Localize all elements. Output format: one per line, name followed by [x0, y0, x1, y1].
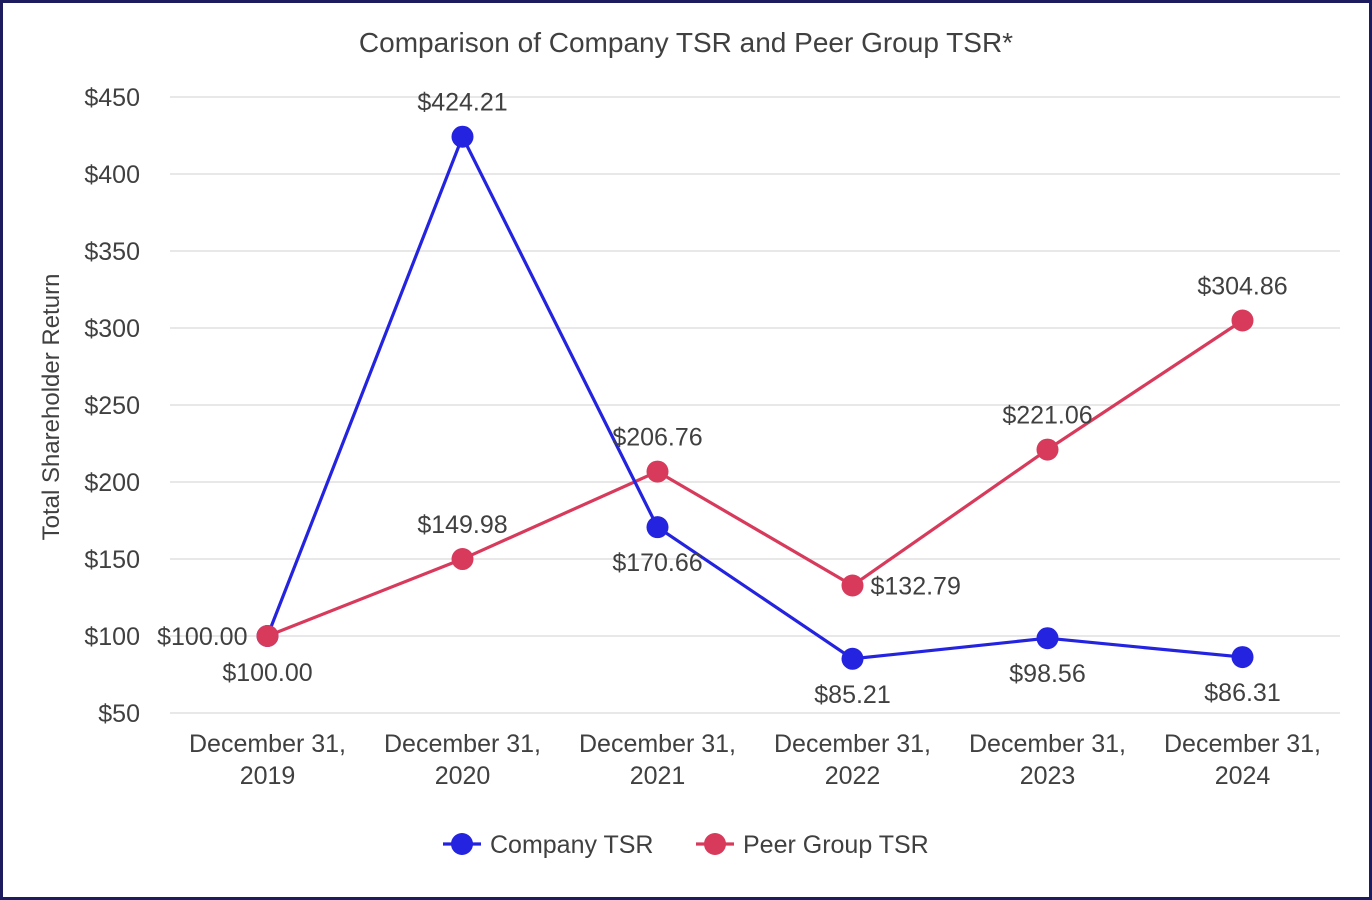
data-labels: $100.00 $424.21 $170.66 $85.21 $98.56 $86.31 $… — [157, 89, 1288, 709]
data-label-company-tsr: $85.21 — [814, 681, 890, 709]
data-point-company-tsr — [841, 647, 864, 670]
legend-swatch-marker-company-tsr — [451, 833, 473, 855]
y-axis-title: Total Shareholder Return — [38, 274, 65, 541]
y-tick-label: $250 — [84, 392, 140, 420]
y-axis-ticks: $50 $100 $150 $200 $250 $300 $350 $400 $450 — [84, 84, 140, 728]
data-point-peer-group-tsr — [256, 625, 279, 647]
data-label-company-tsr: $86.31 — [1204, 679, 1280, 707]
y-tick-label: $100 — [84, 623, 140, 651]
data-label-company-tsr: $170.66 — [612, 549, 702, 577]
x-category-label-line1: December 31, — [969, 730, 1126, 758]
data-label-peer-group-tsr: $221.06 — [1002, 402, 1092, 430]
data-point-peer-group-tsr — [1231, 309, 1254, 332]
data-label-company-tsr: $100.00 — [222, 659, 312, 687]
data-label-company-tsr: $424.21 — [417, 89, 507, 117]
legend-swatch-marker-peer-group-tsr — [704, 833, 726, 855]
data-point-peer-group-tsr — [1036, 438, 1059, 461]
data-point-peer-group-tsr — [451, 548, 474, 571]
y-tick-label: $450 — [84, 84, 140, 112]
data-label-peer-group-tsr: $132.79 — [871, 573, 961, 601]
x-category-label-line1: December 31, — [579, 730, 736, 758]
data-label-peer-group-tsr: $304.86 — [1197, 273, 1287, 301]
data-point-company-tsr — [646, 516, 669, 539]
y-tick-label: $50 — [98, 700, 140, 728]
series-line-peer-group-tsr — [266, 319, 1244, 638]
y-tick-label: $150 — [84, 546, 140, 574]
x-category-label-line1: December 31, — [384, 730, 541, 758]
x-category-label-line1: December 31, — [774, 730, 931, 758]
legend: Company TSR Peer Group TSR — [443, 831, 929, 859]
data-label-peer-group-tsr: $149.98 — [417, 511, 507, 539]
x-category-label-line2: 2024 — [1215, 762, 1271, 790]
legend-label-company-tsr: Company TSR — [490, 831, 654, 859]
data-label-peer-group-tsr: $206.76 — [612, 424, 702, 452]
data-point-company-tsr — [451, 125, 474, 148]
y-tick-label: $300 — [84, 315, 140, 343]
y-tick-label: $400 — [84, 161, 140, 189]
gridlines — [170, 96, 1340, 714]
data-label-company-tsr: $98.56 — [1009, 660, 1085, 688]
data-point-peer-group-tsr — [841, 574, 864, 597]
x-category-label-line1: December 31, — [189, 730, 346, 758]
x-category-label-line2: 2023 — [1020, 762, 1076, 790]
data-point-peer-group-tsr — [646, 460, 669, 483]
chart-title: Comparison of Company TSR and Peer Group… — [359, 27, 1013, 58]
legend-label-peer-group-tsr: Peer Group TSR — [743, 831, 929, 859]
y-tick-label: $200 — [84, 469, 140, 497]
x-category-label-line2: 2019 — [240, 762, 296, 790]
data-label-peer-group-tsr: $100.00 — [157, 623, 247, 651]
x-category-label-line2: 2021 — [630, 762, 686, 790]
x-axis-categories: December 31, 2019 December 31, 2020 December… — [189, 730, 1321, 790]
series-lines — [256, 125, 1254, 670]
data-point-company-tsr — [1231, 646, 1254, 669]
y-tick-label: $350 — [84, 238, 140, 266]
x-category-label-line2: 2022 — [825, 762, 881, 790]
x-category-label-line2: 2020 — [435, 762, 491, 790]
x-category-label-line1: December 31, — [1164, 730, 1321, 758]
data-point-company-tsr — [1036, 627, 1059, 650]
series-line-company-tsr — [266, 135, 1243, 661]
